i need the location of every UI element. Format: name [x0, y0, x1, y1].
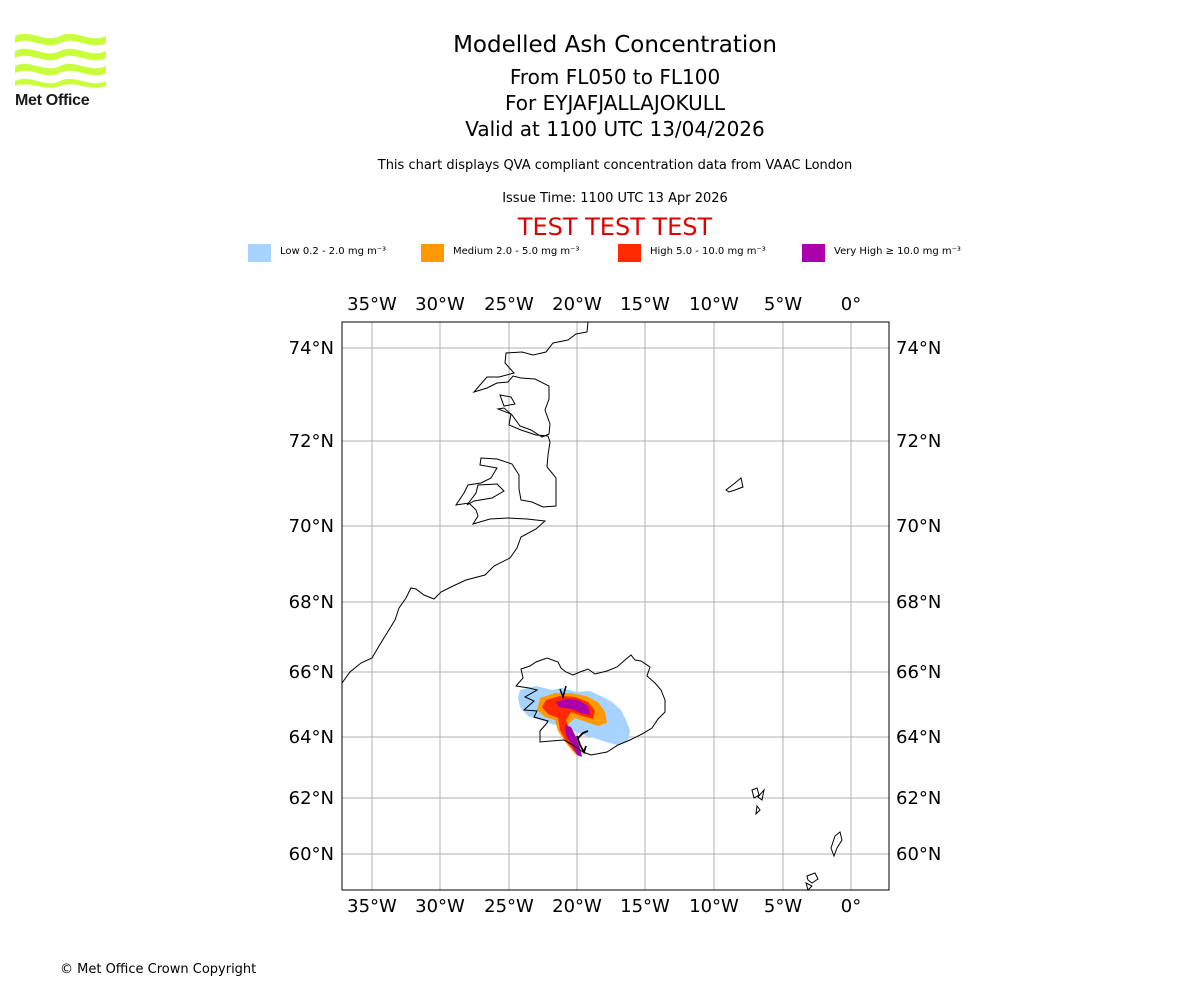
lat-label-70n-right: 70°N	[896, 516, 941, 537]
volcano-marker-north	[559, 685, 567, 700]
lon-label-5w-bottom: 5°W	[764, 896, 802, 917]
chart-title: Modelled Ash Concentration	[453, 32, 777, 58]
lat-label-72n: 72°N	[289, 431, 334, 452]
volcano-name: For EYJAFJALLAJOKULL	[505, 91, 725, 115]
lon-label-35w: 35°W	[347, 294, 397, 315]
lon-labels-bottom: 35°W 30°W 25°W 20°W 15°W 10°W 5°W 0°	[347, 896, 861, 917]
lon-label-0-bottom: 0°	[841, 896, 861, 917]
legend-swatch-low	[248, 244, 271, 262]
jan-mayen-coastline	[725, 477, 744, 493]
lon-label-30w-bottom: 30°W	[415, 896, 465, 917]
shetland-islands-coastline	[830, 831, 843, 858]
lon-label-10w-bottom: 10°W	[689, 896, 739, 917]
test-banner: TEST TEST TEST	[517, 213, 713, 241]
lat-label-60n-right: 60°N	[896, 844, 941, 865]
map-grid	[342, 322, 889, 890]
lon-label-15w: 15°W	[620, 294, 670, 315]
volcano-marker	[576, 730, 589, 755]
logo-text: Met Office	[15, 92, 90, 109]
lat-label-64n: 64°N	[289, 727, 334, 748]
legend-label-medium: Medium 2.0 - 5.0 mg m⁻³	[453, 246, 580, 257]
title-block: Modelled Ash Concentration From FL050 to…	[0, 30, 1200, 142]
legend-swatch-medium	[421, 244, 444, 262]
lon-label-25w: 25°W	[484, 294, 534, 315]
orkney-coastline	[805, 872, 819, 891]
lat-label-62n: 62°N	[289, 788, 334, 809]
legend-swatch-very-high	[802, 244, 825, 262]
lat-label-60n: 60°N	[289, 844, 334, 865]
lon-label-5w: 5°W	[764, 294, 802, 315]
legend-label-high: High 5.0 - 10.0 mg m⁻³	[650, 246, 766, 257]
copyright: © Met Office Crown Copyright	[60, 962, 257, 977]
lat-label-62n-right: 62°N	[896, 788, 941, 809]
legend-swatch-high	[618, 244, 641, 262]
iceland-coastline	[515, 654, 666, 756]
lat-label-66n-right: 66°N	[896, 662, 941, 683]
greenland-coastline	[341, 321, 589, 684]
lon-label-35w-bottom: 35°W	[347, 896, 397, 917]
lat-label-68n-right: 68°N	[896, 592, 941, 613]
lat-label-74n-right: 74°N	[896, 338, 941, 359]
valid-time: Valid at 1100 UTC 13/04/2026	[465, 117, 765, 141]
lat-label-72n-right: 72°N	[896, 431, 941, 452]
lat-label-64n-right: 64°N	[896, 727, 941, 748]
met-office-logo	[15, 33, 106, 88]
lon-label-10w: 10°W	[689, 294, 739, 315]
legend-label-very-high: Very High ≥ 10.0 mg m⁻³	[834, 246, 961, 257]
lon-label-20w-bottom: 20°W	[552, 896, 602, 917]
lon-label-15w-bottom: 15°W	[620, 896, 670, 917]
lon-label-30w: 30°W	[415, 294, 465, 315]
level-range: From FL050 to FL100	[509, 65, 721, 89]
lat-label-74n: 74°N	[289, 338, 334, 359]
lat-labels-left: 74°N 72°N 70°N 68°N 66°N 64°N 62°N 60°N	[289, 338, 334, 865]
lat-label-68n: 68°N	[289, 592, 334, 613]
legend-label-low: Low 0.2 - 2.0 mg m⁻³	[280, 246, 387, 257]
faroe-islands-coastline	[751, 787, 765, 816]
issue-time: Issue Time: 1100 UTC 13 Apr 2026	[502, 191, 728, 206]
lon-label-25w-bottom: 25°W	[484, 896, 534, 917]
lat-label-66n: 66°N	[289, 662, 334, 683]
map-frame	[341, 321, 890, 891]
lon-label-0: 0°	[841, 294, 861, 315]
lon-label-20w: 20°W	[552, 294, 602, 315]
lat-label-70n: 70°N	[289, 516, 334, 537]
lat-labels-right: 74°N 72°N 70°N 68°N 66°N 64°N 62°N 60°N	[896, 338, 941, 865]
lon-labels-top: 35°W 30°W 25°W 20°W 15°W 10°W 5°W 0°	[347, 294, 861, 315]
description: This chart displays QVA compliant concen…	[377, 158, 853, 173]
